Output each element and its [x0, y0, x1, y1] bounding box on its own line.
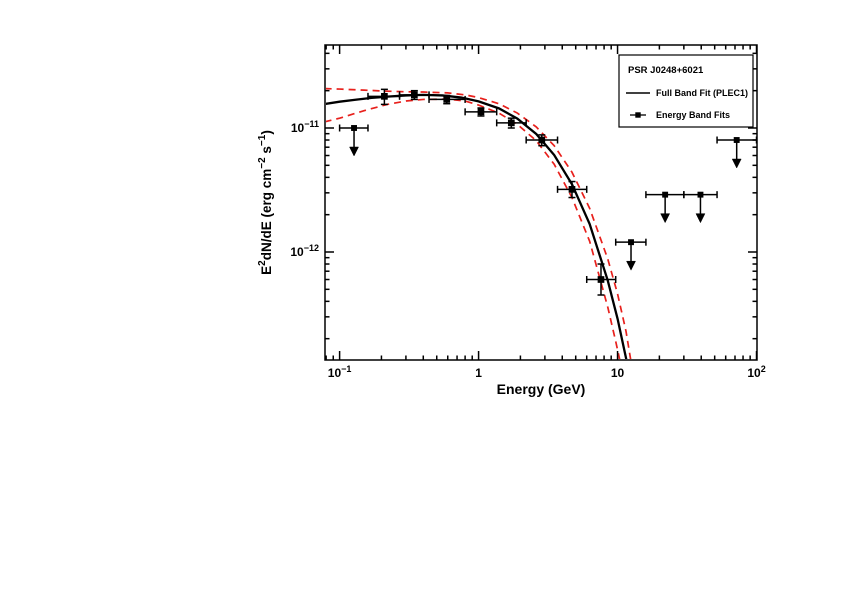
upper-limit-arrow-head	[349, 146, 359, 157]
data-point-marker	[411, 91, 418, 99]
legend-marker-sample	[635, 112, 641, 118]
data-point-marker	[568, 186, 576, 193]
legend-entry-label: Full Band Fit (PLEC1)	[656, 88, 748, 98]
upper-limit-arrow-head	[695, 213, 706, 224]
y-tick-label: 10−11	[291, 119, 319, 135]
legend-title: PSR J0248+6021	[628, 65, 704, 76]
data-points-group	[338, 88, 758, 296]
upper-limit-arrow-head	[660, 213, 671, 224]
x-tick-label: 10	[611, 366, 625, 380]
uncertainty-band-upper	[326, 87, 632, 359]
data-point-marker	[443, 96, 451, 103]
x-tick-label: 10−1	[328, 364, 352, 380]
data-point-marker	[477, 108, 485, 116]
y-axis-title: E2dN/dE (erg cm−2 s−1)	[257, 130, 274, 275]
y-tick-label: 10−12	[290, 243, 319, 259]
curves-group	[326, 87, 632, 359]
x-axis-title: Energy (GeV)	[496, 381, 586, 397]
uncertainty-band-lower	[326, 98, 621, 359]
data-point-marker	[597, 276, 605, 283]
data-point-marker	[381, 92, 388, 100]
x-tick-label: 102	[747, 364, 765, 380]
x-tick-label: 1	[475, 366, 482, 380]
legend-entry-label: Energy Band Fits	[656, 110, 730, 120]
upper-limit-arrow-head	[626, 260, 636, 271]
data-point-marker	[507, 119, 515, 127]
fit-line	[326, 93, 628, 359]
plot-frame	[324, 44, 758, 361]
axes-group	[324, 44, 758, 361]
legend: PSR J0248+6021 Full Band Fit (PLEC1) Energ…	[618, 54, 754, 128]
upper-limit-arrow-head	[731, 158, 742, 169]
data-point-marker	[538, 136, 546, 144]
